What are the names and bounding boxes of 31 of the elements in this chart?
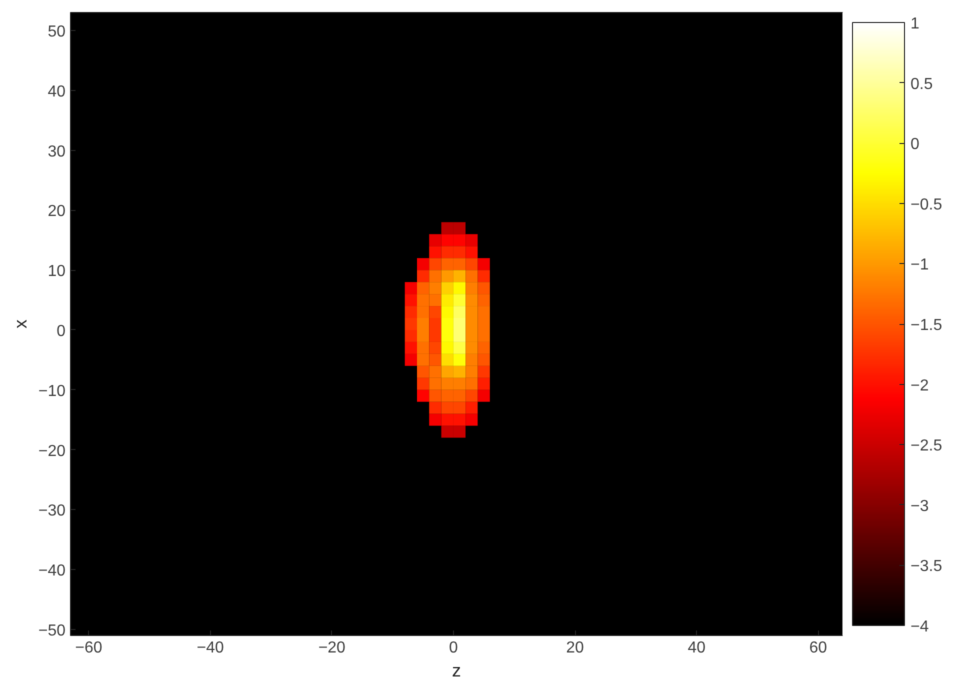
x-tick-label: 60: [809, 640, 828, 656]
x-axis-title: z: [452, 660, 461, 680]
color-bar-label: −3: [910, 498, 929, 515]
color-bar-label: −2: [910, 377, 929, 394]
y-tick-label: −50: [38, 622, 66, 640]
color-bar-label: −3.5: [910, 558, 942, 576]
y-tick-label: −40: [38, 562, 66, 580]
y-tick-label: −30: [38, 502, 66, 520]
color-bar-label: −1.5: [910, 317, 942, 334]
x-tick-label: 20: [566, 640, 584, 656]
color-bar-label: −0.5: [910, 196, 942, 214]
color-bar-label: 1: [910, 16, 920, 32]
y-tick-label: 20: [48, 203, 66, 220]
x-tick-label: 40: [688, 640, 706, 656]
color-bar-label: 0.5: [910, 76, 933, 93]
y-tick-label: 50: [48, 23, 66, 40]
color-bar-label: −2.5: [910, 438, 942, 455]
y-tick-label: −20: [38, 442, 66, 460]
x-tick-label: −40: [196, 640, 224, 656]
y-tick-label: 0: [56, 322, 66, 340]
x-tick-label: −20: [318, 640, 346, 656]
y-tick-label: 30: [48, 143, 66, 160]
y-tick-label: 10: [48, 263, 66, 280]
color-bar-label: −4: [910, 618, 929, 636]
x-tick-label: 0: [449, 640, 458, 656]
color-bar-label: 0: [910, 136, 920, 154]
y-axis-title: x: [10, 320, 30, 328]
x-tick-label: −60: [75, 640, 102, 656]
y-tick-label: 40: [48, 83, 66, 100]
color-bar-label: −1: [910, 256, 929, 274]
y-tick-label: −10: [38, 382, 66, 400]
